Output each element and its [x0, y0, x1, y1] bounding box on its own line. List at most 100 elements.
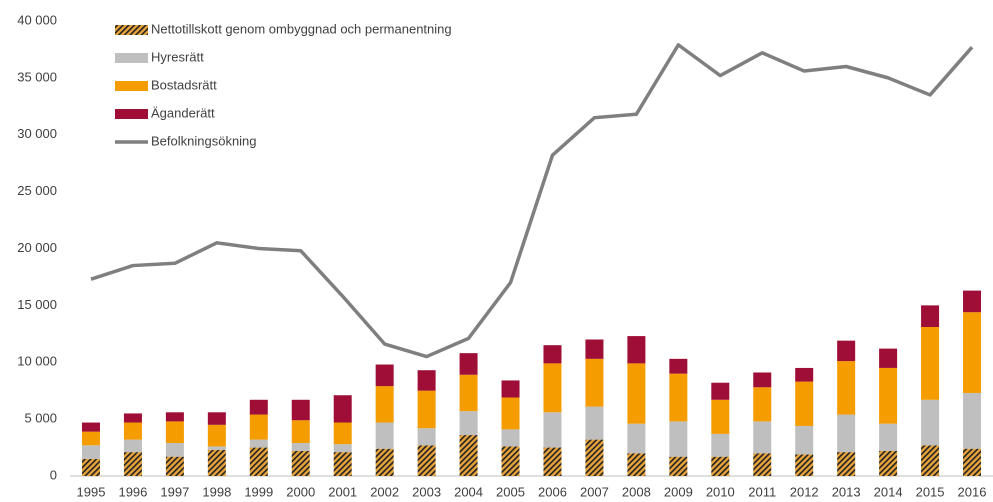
- bar-segment: [795, 381, 814, 426]
- bar-segment: [963, 392, 982, 449]
- bar-segment: [753, 387, 772, 422]
- bar-segment: [711, 433, 730, 457]
- bar-segment: [585, 406, 604, 440]
- x-tick-label: 2002: [370, 484, 399, 499]
- x-tick-label: 2006: [538, 484, 567, 499]
- x-tick-label: 2010: [706, 484, 735, 499]
- bar-segment: [375, 386, 394, 423]
- bar-segment: [165, 412, 184, 422]
- bar-segment: [585, 339, 604, 359]
- bar-segment: [165, 456, 184, 476]
- bar-segment: [837, 452, 856, 476]
- bar-segment: [627, 336, 646, 364]
- bar-segment: [291, 420, 310, 444]
- x-tick-label: 2015: [916, 484, 945, 499]
- bar-segment: [543, 447, 562, 476]
- bar-segment: [669, 373, 688, 422]
- bar-segment: [81, 445, 100, 459]
- bar-segment: [879, 367, 898, 424]
- x-tick-label: 1997: [160, 484, 189, 499]
- bar-segment: [501, 429, 520, 447]
- line: [90, 43, 974, 359]
- bar-segment: [837, 361, 856, 415]
- y-tick-label: 40 000: [17, 12, 57, 27]
- bar-segment: [291, 450, 310, 476]
- bar-segment: [375, 422, 394, 449]
- bar-segment: [501, 380, 520, 398]
- bar-segment: [81, 458, 100, 476]
- legend-swatch: [115, 109, 148, 119]
- bar-segment: [249, 399, 268, 415]
- bar-segment: [417, 428, 436, 446]
- bar-segment: [585, 358, 604, 407]
- bar-segment: [753, 372, 772, 388]
- bar-segment: [249, 439, 268, 448]
- bar-segment: [921, 326, 940, 400]
- legend-label: Äganderätt: [151, 105, 215, 120]
- bar-segment: [459, 435, 478, 476]
- bar-segment: [669, 358, 688, 374]
- bar-segment: [879, 450, 898, 476]
- bar-segment: [165, 443, 184, 457]
- y-tick-label: 5 000: [24, 411, 57, 426]
- x-tick-label: 2014: [874, 484, 903, 499]
- bar-segment: [333, 422, 352, 445]
- bar-segment: [627, 453, 646, 476]
- bar-segment: [123, 422, 142, 440]
- bar-segment: [333, 452, 352, 476]
- x-tick-label: 1996: [118, 484, 147, 499]
- bar-segment: [81, 422, 100, 432]
- bar-segment: [921, 305, 940, 327]
- bar-segment: [417, 445, 436, 476]
- bar-segment: [375, 364, 394, 387]
- bar-segment: [123, 439, 142, 453]
- bar-segment: [795, 425, 814, 455]
- bar-segment: [207, 424, 226, 447]
- bar-segment: [963, 290, 982, 313]
- x-tick-label: 1998: [202, 484, 231, 499]
- bar-segment: [711, 382, 730, 400]
- bar-segment: [543, 345, 562, 364]
- bar-segment: [585, 439, 604, 476]
- bar-segment: [123, 452, 142, 476]
- bar-segment: [291, 443, 310, 451]
- x-tick-label: 2001: [328, 484, 357, 499]
- bar-segment: [753, 453, 772, 476]
- bar-segment: [837, 340, 856, 362]
- y-tick-label: 35 000: [17, 69, 57, 84]
- bar-segment: [165, 421, 184, 444]
- bar-segment: [375, 448, 394, 476]
- bar-segment: [711, 456, 730, 476]
- bar-segment: [627, 363, 646, 424]
- y-tick-label: 25 000: [17, 183, 57, 198]
- legend-swatch: [115, 53, 148, 63]
- bar-segment: [207, 446, 226, 450]
- bar-segment: [207, 449, 226, 476]
- x-tick-label: 1999: [244, 484, 273, 499]
- legend-label: Nettotillskott genom ombyggnad och perma…: [151, 21, 452, 36]
- x-tick-label: 2011: [748, 484, 776, 499]
- bar-segment: [81, 431, 100, 446]
- bar-segment: [669, 421, 688, 457]
- bar-segment: [123, 413, 142, 423]
- bar-segment: [879, 348, 898, 368]
- bar-segment: [207, 412, 226, 425]
- bar-segment: [501, 397, 520, 430]
- legend-swatch: [115, 25, 148, 35]
- bar-segment: [543, 363, 562, 413]
- x-tick-label: 2012: [790, 484, 819, 499]
- bar-segment: [879, 423, 898, 451]
- bar-segment: [795, 454, 814, 476]
- bar-segment: [291, 399, 310, 421]
- bar-segment: [963, 448, 982, 476]
- bar-segment: [753, 421, 772, 454]
- x-tick-label: 2016: [958, 484, 987, 499]
- bar-segment: [249, 414, 268, 440]
- y-tick-label: 15 000: [17, 297, 57, 312]
- bar-segment: [459, 353, 478, 375]
- bar-segment: [333, 444, 352, 453]
- x-tick-label: 2009: [664, 484, 693, 499]
- bar-segment: [417, 370, 436, 391]
- bar-segment: [249, 447, 268, 476]
